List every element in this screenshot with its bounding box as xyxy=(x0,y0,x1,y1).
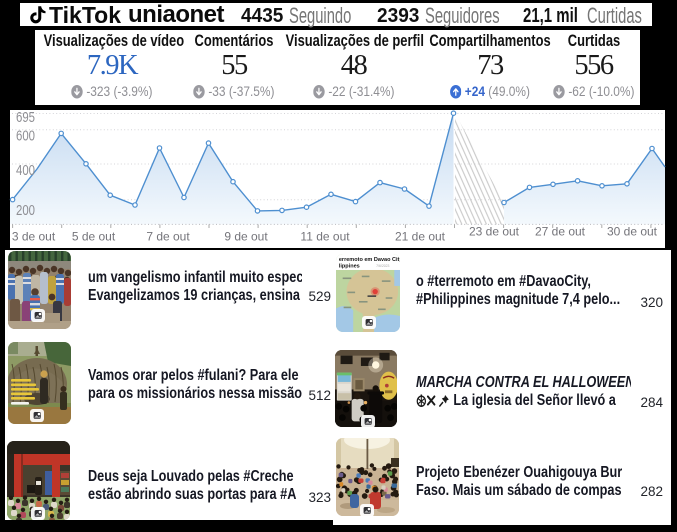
svg-text:400: 400 xyxy=(16,163,35,179)
svg-text:27 de out: 27 de out xyxy=(535,225,586,239)
svg-text:23 de out: 23 de out xyxy=(469,225,520,239)
svg-text:7/6/2023: 7/6/2023 xyxy=(376,264,389,268)
svg-text:5 de out: 5 de out xyxy=(72,230,116,244)
svg-text:9 de out: 9 de out xyxy=(224,230,268,244)
svg-text:695: 695 xyxy=(16,110,35,126)
svg-text:200: 200 xyxy=(16,203,35,219)
svg-text:30 de out: 30 de out xyxy=(607,225,658,239)
svg-text:21 de out: 21 de out xyxy=(395,230,446,244)
svg-text:11 de out: 11 de out xyxy=(300,230,350,244)
svg-text:erremoto em Davao City,: erremoto em Davao City, xyxy=(339,257,400,263)
svg-text:600: 600 xyxy=(16,129,35,145)
svg-text:lippines: lippines xyxy=(339,263,360,269)
svg-text:7 de out: 7 de out xyxy=(146,230,190,244)
svg-text:3 de out: 3 de out xyxy=(12,230,56,244)
